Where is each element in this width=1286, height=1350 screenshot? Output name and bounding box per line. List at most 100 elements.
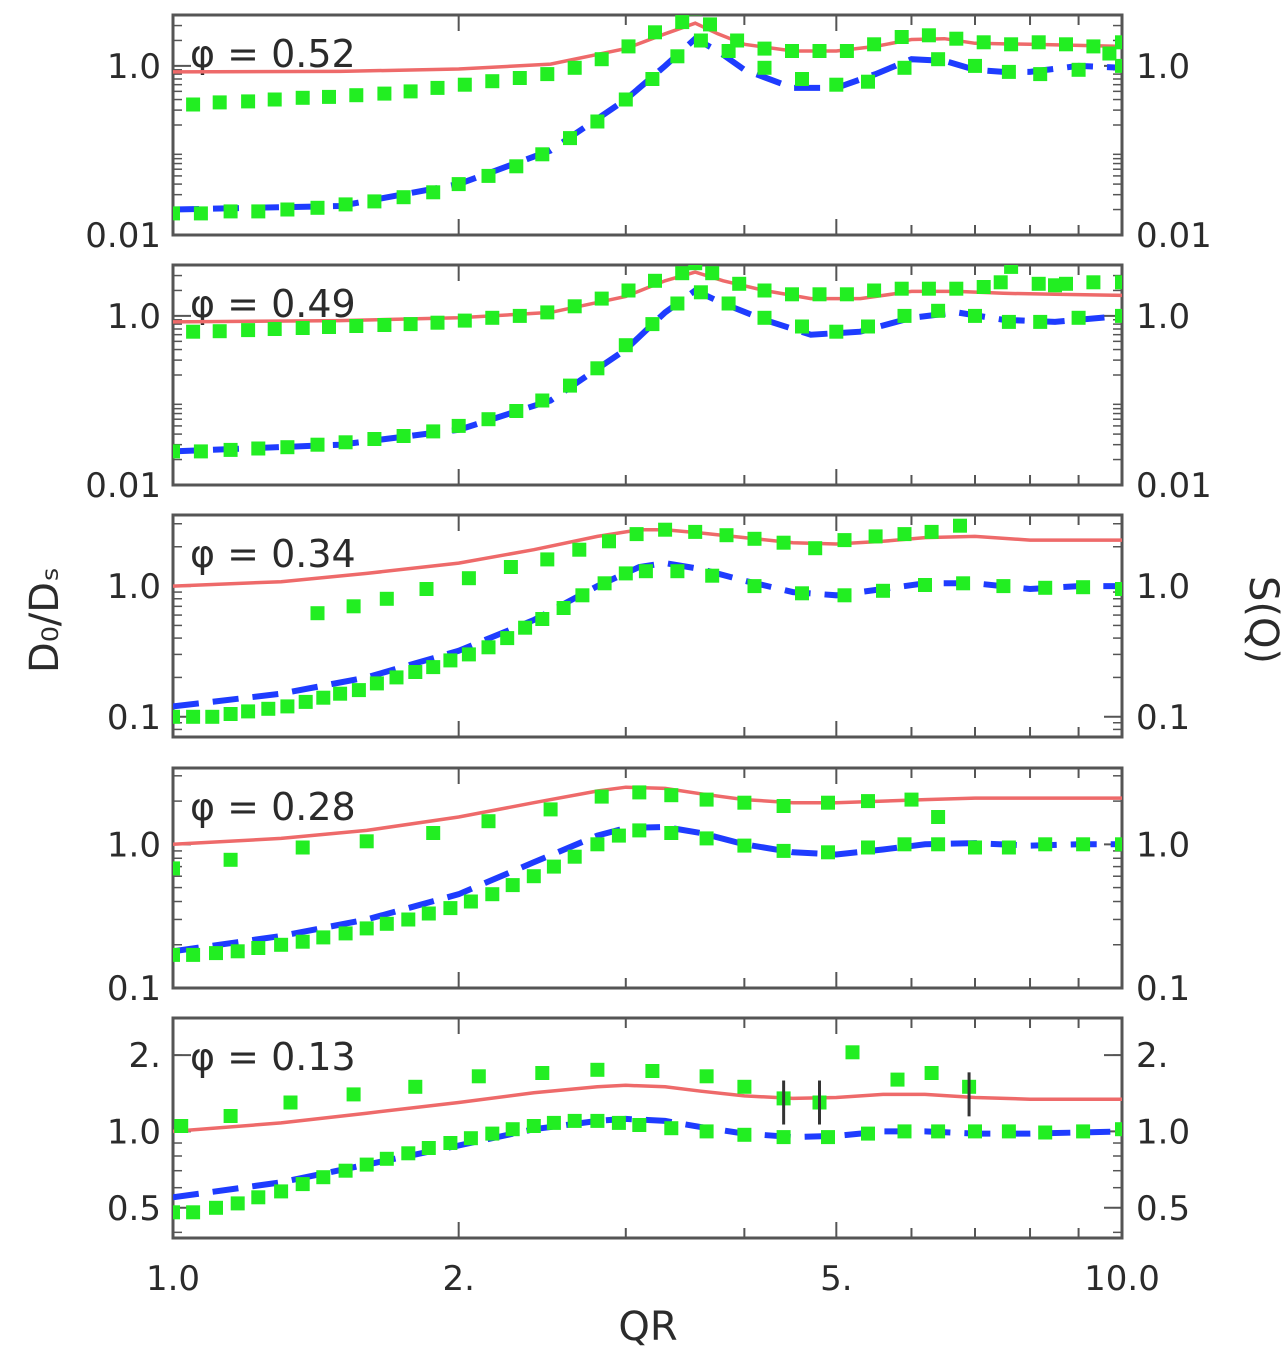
green-data-point (481, 814, 496, 829)
green-data-point (1115, 275, 1122, 290)
green-data-point (567, 60, 582, 75)
green-data-point (359, 921, 374, 936)
green-data-point (223, 204, 238, 219)
green-data-point (705, 266, 720, 281)
green-data-point (430, 315, 445, 330)
green-data-point (795, 319, 809, 334)
green-data-point (670, 49, 685, 64)
green-data-point (173, 1205, 180, 1220)
green-data-point (403, 84, 418, 99)
green-data-point (611, 828, 626, 843)
y-tick-label-right: 1.0 (1136, 567, 1190, 607)
green-data-point (1004, 265, 1019, 274)
green-data-point (1076, 580, 1091, 595)
green-data-point (173, 709, 180, 724)
green-data-point (443, 901, 458, 916)
green-data-point (509, 404, 524, 418)
green-data-point (426, 424, 441, 439)
green-data-point (396, 190, 411, 205)
green-data-point (1115, 582, 1122, 596)
green-data-point (699, 792, 714, 807)
green-data-point (209, 946, 223, 961)
green-data-point (280, 699, 295, 714)
green-data-point (703, 17, 717, 32)
y-tick-label-left: 2. (129, 1036, 161, 1076)
green-data-point (688, 15, 703, 16)
green-data-point (421, 906, 436, 921)
green-data-point (251, 204, 266, 219)
green-data-point (186, 1205, 201, 1220)
green-data-point (485, 310, 500, 325)
green-data-point (575, 588, 590, 603)
green-data-point (1031, 276, 1046, 291)
green-data-point (1001, 1124, 1016, 1139)
y-tick-label-right: 1.0 (1136, 297, 1190, 337)
green-data-point (401, 912, 416, 927)
green-data-point (322, 320, 336, 334)
green-data-point (721, 44, 736, 58)
green-data-point (1038, 1125, 1053, 1140)
green-data-point (757, 60, 772, 75)
green-data-point (861, 840, 875, 855)
green-data-point (379, 591, 394, 606)
green-data-point (173, 861, 180, 876)
green-data-point (897, 527, 912, 542)
green-data-point (298, 694, 313, 709)
green-data-point (535, 1066, 550, 1080)
green-data-point (839, 287, 854, 302)
green-data-point (209, 1200, 223, 1215)
green-data-point (1031, 35, 1046, 50)
green-data-point (419, 582, 434, 596)
blue-dash-series (173, 560, 1122, 710)
green-data-point (747, 531, 762, 546)
green-data-point (618, 338, 633, 353)
green-data-point (837, 533, 852, 548)
green-data-point (426, 660, 441, 675)
green-data-point (443, 1136, 458, 1150)
green-data-point (645, 72, 660, 86)
green-data-point (821, 795, 835, 810)
green-data-point (567, 1113, 582, 1128)
panel-plot-area (173, 785, 1122, 962)
green-data-point (1001, 314, 1016, 329)
green-data-point (241, 704, 256, 719)
green-data-point (457, 77, 472, 92)
green-data-point (968, 840, 982, 855)
green-data-point (968, 58, 982, 73)
y-tick-label-left: 0.1 (107, 969, 161, 1009)
y-tick-label-left: 0.1 (107, 698, 161, 738)
panel-2: 0.01 0.01 1.0 1.0 φ = 0.49 (85, 263, 1212, 506)
green-data-point (968, 308, 982, 323)
green-data-point (377, 86, 392, 101)
green-data-point (632, 785, 647, 800)
green-data-point (408, 1079, 423, 1094)
green-data-point (1076, 837, 1091, 852)
panel-plot-area (173, 265, 1122, 459)
green-data-point (481, 412, 496, 427)
x-tick-label: 10.0 (1084, 1259, 1160, 1299)
green-data-point (737, 838, 752, 853)
green-data-point (821, 845, 835, 860)
green-data-point (443, 653, 458, 668)
red-line-series (173, 1083, 1122, 1134)
green-data-point (230, 944, 245, 959)
green-data-point (808, 541, 823, 556)
green-data-point (1001, 840, 1016, 855)
green-data-point (1033, 314, 1048, 329)
green-data-point (590, 837, 605, 852)
green-data-point (451, 177, 466, 192)
y-tick-label-right: 0.5 (1136, 1189, 1190, 1229)
green-data-point (648, 273, 662, 288)
green-data-point (664, 1121, 679, 1136)
green-data-point (924, 1066, 939, 1080)
green-data-point (261, 701, 276, 716)
blue-dash-series (173, 823, 1122, 955)
green-data-point (737, 1079, 752, 1094)
green-data-point (512, 308, 527, 323)
x-tick-label: 1.0 (146, 1259, 200, 1299)
green-data-point (931, 810, 946, 824)
x-axis-title: QR (618, 1304, 677, 1350)
green-data-point (1076, 1124, 1091, 1139)
green-data-point (193, 444, 208, 459)
green-data-point (597, 576, 612, 591)
